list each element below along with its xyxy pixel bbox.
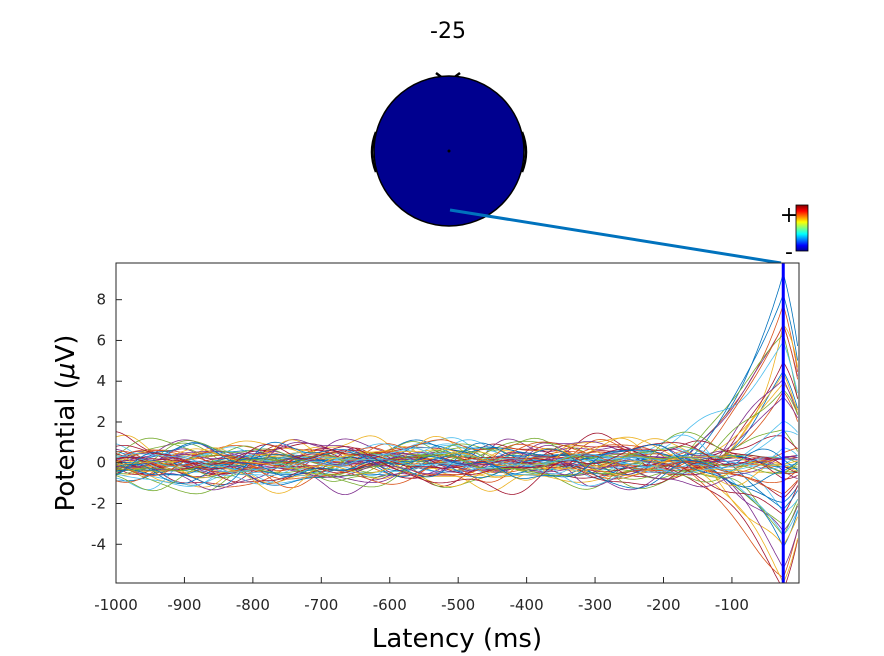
x-tick-label: -400: [510, 596, 544, 614]
connector-line: [449, 208, 782, 265]
x-tick-label: -100: [715, 596, 749, 614]
y-tick-label: 4: [96, 372, 106, 390]
channel-trace: [116, 443, 798, 488]
channel-trace: [116, 445, 798, 513]
scalp-map: [370, 72, 528, 227]
x-tick-label: -600: [373, 596, 407, 614]
colorbar: + -: [780, 203, 809, 265]
plot-background: [116, 263, 799, 583]
y-axis-label: Potential (μV): [51, 335, 81, 512]
x-tick-label: -300: [578, 596, 612, 614]
colorbar-minus-label: -: [785, 240, 793, 265]
channel-trace: [116, 445, 798, 537]
plot-frame: [115, 262, 800, 584]
left-ear-marker: [370, 131, 378, 173]
right-ear-marker: [520, 131, 528, 173]
channel-trace: [116, 453, 798, 477]
scalp-center-dot: [447, 149, 451, 153]
y-tick-label: 2: [96, 413, 106, 431]
y-tick-label: 0: [96, 454, 106, 472]
y-tick-label: 8: [96, 291, 106, 309]
channel-trace: [116, 453, 798, 474]
y-axis-label-mu: μ: [51, 363, 81, 381]
x-tick-label: -500: [441, 596, 475, 614]
x-axis: -1000 -900 -800 -700 -600 -500 -400 -300 -200 -10…: [94, 577, 749, 614]
channel-trace: [116, 445, 798, 479]
x-axis-label: Latency (ms): [372, 624, 542, 654]
channel-traces: [116, 272, 798, 583]
channel-trace: [116, 452, 798, 472]
colorbar-plus-label: +: [780, 203, 798, 228]
x-tick-label: -700: [304, 596, 338, 614]
channel-trace: [116, 442, 798, 495]
channel-trace: [116, 441, 798, 488]
y-tick-label: 6: [96, 331, 106, 349]
x-tick-label: -1000: [94, 596, 138, 614]
channel-trace: [116, 440, 798, 483]
y-axis-label-suffix: V): [51, 335, 81, 363]
channel-trace: [116, 441, 798, 485]
x-tick-label: -900: [167, 596, 201, 614]
x-tick-label: -800: [236, 596, 270, 614]
channel-trace: [116, 439, 798, 487]
y-axis-label-prefix: Potential (: [51, 379, 81, 511]
plot-area: -1000 -900 -800 -700 -600 -500 -400 -300 -200 -10…: [91, 262, 800, 614]
chart-title: -25: [430, 19, 466, 44]
y-tick-label: -4: [91, 535, 106, 553]
colorbar-gradient: [795, 204, 809, 252]
x-tick-label: -200: [646, 596, 680, 614]
y-tick-label: -2: [91, 495, 106, 513]
channel-trace: [116, 437, 798, 491]
y-axis: -4 -2 0 2 4 6 8: [91, 291, 122, 553]
